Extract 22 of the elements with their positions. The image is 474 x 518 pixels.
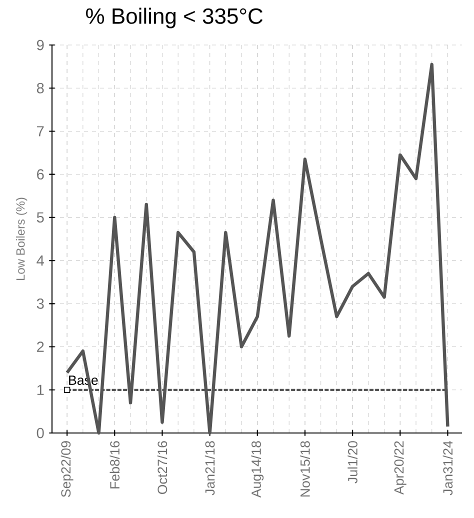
line-series bbox=[65, 62, 450, 435]
y-tick-label: 1 bbox=[37, 384, 44, 395]
y-tick-label: 0 bbox=[36, 428, 44, 438]
x-tick-label: Feb8/16 bbox=[110, 441, 120, 488]
y-tick-label: 6 bbox=[37, 169, 44, 180]
x-tick-label: Apr20/22 bbox=[394, 441, 406, 495]
y-tick-label: 8 bbox=[36, 82, 44, 94]
x-tick-label: Nov15/18 bbox=[300, 441, 310, 497]
y-tick-label: 2 bbox=[37, 342, 44, 352]
y-tick-label: 5 bbox=[36, 212, 44, 223]
x-tick-label: Jan21/18 bbox=[204, 441, 215, 496]
x-tick-label: Oct27/16 bbox=[157, 441, 168, 494]
x-tick-label: Aug14/18 bbox=[251, 441, 264, 498]
y-tick-label: 9 bbox=[36, 40, 44, 50]
chart-title: % Boiling < 335°C bbox=[86, 8, 263, 28]
y-tick-label: 4 bbox=[36, 256, 44, 266]
y-axis-title: Low Boilers (%) bbox=[16, 198, 28, 280]
y-tick-label: 7 bbox=[37, 126, 44, 136]
x-tick-label: Sep22/09 bbox=[60, 441, 74, 498]
y-tick-label: 3 bbox=[36, 298, 44, 309]
x-tick-label: Jan31/24 bbox=[442, 440, 453, 496]
x-tick-label: Jul1/20 bbox=[348, 441, 358, 484]
